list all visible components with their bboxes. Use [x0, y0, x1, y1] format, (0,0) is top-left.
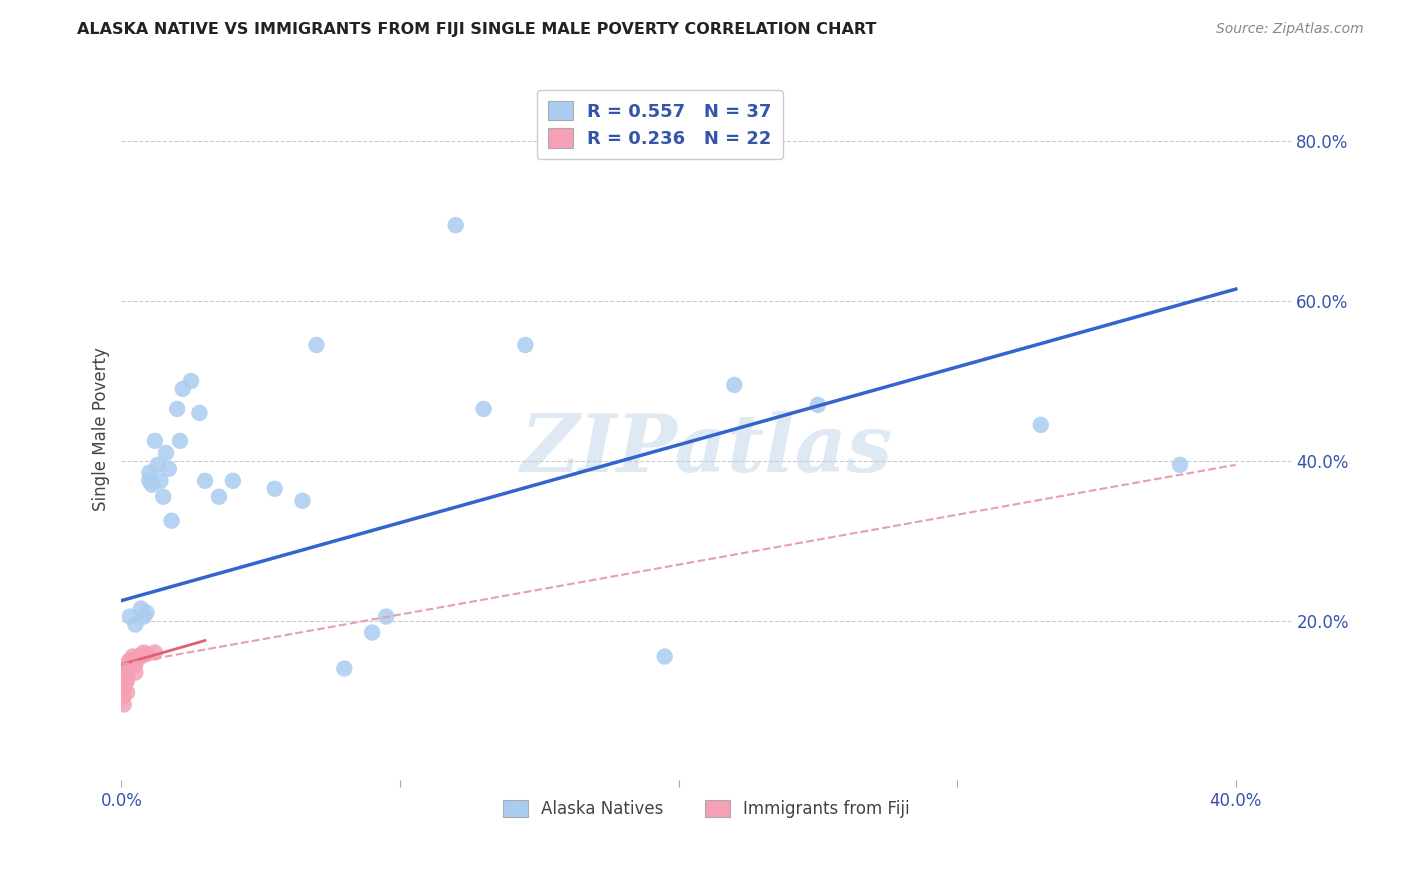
Point — [305, 338, 328, 352]
Point — [723, 378, 745, 392]
Point — [654, 649, 676, 664]
Point — [361, 625, 384, 640]
Point — [115, 661, 138, 675]
Point — [112, 677, 135, 691]
Point — [114, 673, 136, 688]
Point — [112, 681, 135, 696]
Point — [208, 490, 231, 504]
Point — [515, 338, 537, 352]
Point — [129, 601, 152, 615]
Point — [152, 490, 174, 504]
Text: ALASKA NATIVE VS IMMIGRANTS FROM FIJI SINGLE MALE POVERTY CORRELATION CHART: ALASKA NATIVE VS IMMIGRANTS FROM FIJI SI… — [77, 22, 877, 37]
Point — [1029, 417, 1052, 432]
Point — [115, 685, 138, 699]
Point — [160, 514, 183, 528]
Point — [143, 646, 166, 660]
Point — [121, 653, 143, 667]
Point — [180, 374, 202, 388]
Point — [1168, 458, 1191, 472]
Point — [146, 458, 169, 472]
Point — [118, 653, 141, 667]
Point — [169, 434, 191, 448]
Point — [118, 609, 141, 624]
Point — [121, 649, 143, 664]
Point — [124, 657, 146, 672]
Point — [118, 657, 141, 672]
Point — [194, 474, 217, 488]
Point — [135, 647, 157, 661]
Point — [138, 474, 160, 488]
Point — [444, 218, 467, 232]
Legend: Alaska Natives, Immigrants from Fiji: Alaska Natives, Immigrants from Fiji — [496, 793, 917, 825]
Point — [127, 649, 149, 664]
Point — [124, 617, 146, 632]
Point — [135, 606, 157, 620]
Point — [166, 401, 188, 416]
Point — [115, 657, 138, 672]
Point — [115, 665, 138, 680]
Point — [333, 661, 356, 675]
Point — [111, 690, 134, 704]
Point — [138, 466, 160, 480]
Point — [124, 665, 146, 680]
Point — [155, 446, 177, 460]
Point — [141, 477, 163, 491]
Point — [157, 462, 180, 476]
Point — [118, 653, 141, 667]
Point — [143, 434, 166, 448]
Point — [149, 474, 172, 488]
Point — [263, 482, 285, 496]
Point — [129, 649, 152, 664]
Point — [132, 646, 155, 660]
Point — [132, 609, 155, 624]
Point — [807, 398, 830, 412]
Text: Source: ZipAtlas.com: Source: ZipAtlas.com — [1216, 22, 1364, 37]
Point — [375, 609, 398, 624]
Point — [472, 401, 495, 416]
Y-axis label: Single Male Poverty: Single Male Poverty — [93, 347, 110, 511]
Point — [112, 698, 135, 712]
Point — [291, 493, 314, 508]
Point — [188, 406, 211, 420]
Point — [222, 474, 245, 488]
Text: ZIPatlas: ZIPatlas — [520, 411, 893, 489]
Point — [115, 673, 138, 688]
Point — [172, 382, 194, 396]
